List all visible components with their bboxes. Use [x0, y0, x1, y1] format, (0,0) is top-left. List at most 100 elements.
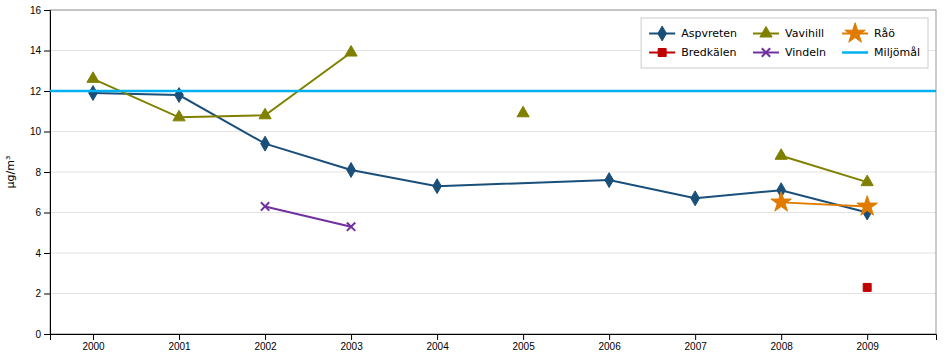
y-tick-mark: [44, 253, 50, 254]
point-marker: [259, 108, 271, 119]
x-tick-mark: [867, 334, 868, 340]
y-tick: 12: [30, 86, 50, 97]
y-axis-line: [44, 11, 51, 335]
point-marker: [605, 173, 614, 188]
x-tick-label: 2008: [771, 341, 794, 352]
y-tick-label: 2: [35, 288, 41, 299]
y-tick-label: 10: [30, 126, 42, 137]
series: [50, 91, 936, 92]
y-tick-label: 4: [35, 248, 41, 259]
x-tick: 2001: [168, 334, 191, 352]
point-marker: [173, 110, 185, 121]
point-marker: [775, 149, 787, 160]
x-tick-mark: [695, 334, 696, 340]
x-tick-mark: [265, 334, 266, 340]
legend-swatch-line: [842, 51, 868, 54]
point-marker: [863, 283, 871, 291]
x-tick-mark: [437, 334, 438, 340]
grid-line: [50, 91, 936, 92]
point-marker: [89, 86, 98, 101]
y-tick-mark: [44, 51, 50, 52]
y-tick: 4: [35, 248, 50, 259]
grid-line: [50, 253, 936, 254]
x-tick-label: 2006: [599, 341, 622, 352]
point-marker: [771, 192, 791, 211]
series: [863, 283, 871, 291]
legend-item: Vindeln: [753, 46, 826, 59]
legend-item: Miljömål: [842, 46, 920, 59]
point-marker: [861, 175, 873, 186]
point-marker: [345, 46, 357, 57]
legend-box: [641, 18, 928, 68]
x-axis-line: [51, 335, 937, 341]
x-tick-label: 2004: [426, 341, 449, 352]
y-tick: 14: [30, 45, 50, 56]
x-axis: 2000 2001 2002 2003 2004 2005 2006 2007 2008 2009: [51, 334, 937, 352]
y-axis-title: μg/m³: [4, 156, 17, 189]
point-marker: [857, 196, 877, 215]
y-tick-mark: [44, 294, 50, 295]
x-tick: 2006: [599, 334, 622, 352]
y-tick-label: 8: [35, 167, 41, 178]
y-tick-mark: [44, 91, 50, 92]
point-marker: [261, 136, 270, 151]
y-tick-label: 16: [30, 5, 42, 16]
point-marker: [87, 72, 99, 83]
legend-label: Bredkälen: [681, 46, 736, 59]
chart-svg: 2000 2001 2002 2003 2004 2005 2006 2007 2008 2009…: [0, 0, 950, 362]
y-tick-label: 14: [30, 45, 42, 56]
series-line: [93, 53, 867, 183]
legend-label: Miljömål: [874, 46, 920, 59]
legend-swatch-marker: [762, 48, 770, 56]
x-tick: 2007: [685, 334, 708, 352]
grid-line: [50, 131, 936, 132]
point-marker: [691, 191, 700, 206]
legend-label: Aspvreten: [681, 27, 737, 40]
grid-line: [50, 212, 936, 213]
x-tick-label: 2003: [340, 341, 363, 352]
chart-container: 2000 2001 2002 2003 2004 2005 2006 2007 2008 2009…: [0, 0, 950, 362]
x-tick-mark: [609, 334, 610, 340]
plot-marks: [50, 46, 936, 292]
series: [261, 202, 355, 231]
legend-swatch-marker: [658, 26, 667, 41]
point-marker: [261, 202, 269, 210]
plot-frame: [50, 10, 936, 334]
x-tick-mark: [523, 334, 524, 340]
x-tick: 2008: [771, 334, 794, 352]
x-tick-mark: [93, 334, 94, 340]
x-tick-label: 2002: [254, 341, 277, 352]
x-tick: 2005: [512, 334, 535, 352]
legend-label: Råö: [874, 27, 895, 40]
y-tick-mark: [44, 132, 50, 133]
x-tick-mark: [351, 334, 352, 340]
y-tick: 2: [35, 288, 50, 299]
legend-swatch-marker: [845, 23, 865, 42]
point-marker: [347, 222, 355, 230]
x-tick-label: 2009: [857, 341, 880, 352]
series-line: [265, 206, 351, 226]
legend-item: Vavihill: [753, 26, 824, 40]
x-tick-label: 2000: [82, 341, 105, 352]
x-tick: 2000: [82, 334, 105, 352]
legend-item: Aspvreten: [649, 26, 737, 41]
legend-label: Vindeln: [785, 46, 826, 59]
x-tick: 2004: [426, 334, 449, 352]
legend-item: Bredkälen: [649, 46, 736, 59]
y-tick-label: 12: [30, 86, 42, 97]
y-tick-label: 0: [35, 329, 41, 340]
x-tick: 2003: [340, 334, 363, 352]
grid: [50, 10, 936, 334]
y-axis: 0 2 4 6 8 10 12 14 16: [30, 5, 51, 340]
x-tick-mark: [781, 334, 782, 340]
x-tick-mark: [179, 334, 180, 340]
series-line: [93, 93, 867, 212]
y-tick-mark: [44, 334, 50, 335]
series: [89, 86, 872, 220]
x-tick: 2002: [254, 334, 277, 352]
series-line: [781, 202, 867, 206]
legend-label: Vavihill: [785, 27, 824, 40]
y-tick: 6: [35, 207, 50, 218]
grid-line: [50, 293, 936, 294]
legend: Aspvreten Vavihill Råö Bredkälen Vindeln Milj…: [641, 18, 928, 68]
